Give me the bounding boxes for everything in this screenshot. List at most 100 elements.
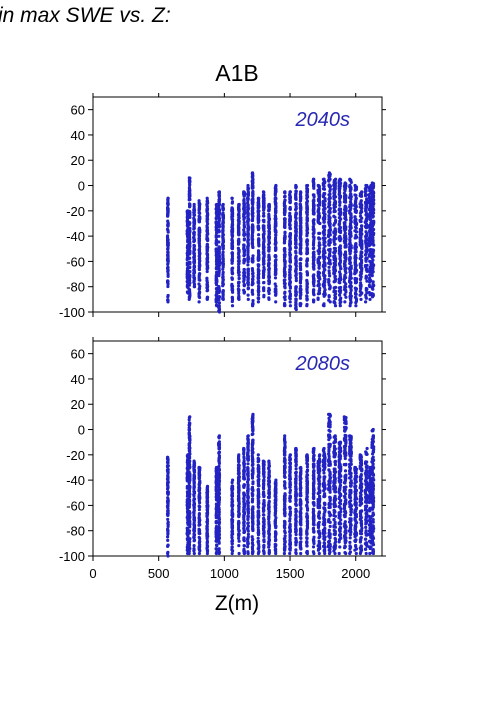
data-point [294, 211, 298, 215]
data-point [197, 211, 201, 215]
data-point [246, 244, 250, 248]
data-point [197, 483, 201, 487]
data-point [217, 222, 221, 227]
data-point [237, 536, 241, 541]
data-point [230, 251, 235, 255]
data-point [333, 293, 337, 297]
data-point [246, 229, 250, 233]
data-point [349, 206, 353, 210]
data-point [343, 253, 347, 257]
data-point [364, 259, 368, 263]
x-tick-label: 500 [148, 566, 170, 581]
data-point [214, 474, 218, 479]
data-point [294, 251, 298, 255]
data-point [230, 548, 234, 552]
data-point [262, 244, 266, 248]
data-point [305, 271, 309, 275]
data-point [217, 230, 221, 234]
data-point [353, 193, 357, 197]
data-point [198, 295, 202, 300]
data-point [312, 207, 316, 211]
data-point [294, 193, 298, 197]
data-point [360, 206, 364, 210]
data-point [288, 236, 292, 240]
data-point [230, 224, 234, 228]
data-point [256, 284, 261, 288]
data-point [343, 196, 347, 200]
data-point [339, 252, 343, 256]
data-point [250, 281, 255, 285]
data-point [187, 256, 191, 260]
data-point [364, 189, 368, 193]
data-point [166, 491, 170, 495]
data-point [327, 271, 331, 275]
data-point [372, 283, 376, 287]
data-point [342, 200, 347, 204]
data-point [372, 191, 376, 195]
data-point [267, 257, 271, 262]
data-point [214, 228, 218, 232]
data-point [187, 466, 191, 470]
data-point [188, 194, 192, 198]
data-point [368, 242, 372, 246]
data-point [206, 222, 210, 226]
data-point [349, 300, 353, 304]
data-point [312, 198, 316, 202]
data-point [282, 247, 286, 251]
data-point [322, 290, 327, 294]
data-point [246, 268, 250, 272]
data-point [205, 237, 209, 241]
data-point [305, 243, 309, 247]
data-point [305, 257, 309, 261]
data-point [246, 205, 250, 209]
data-point [262, 237, 266, 241]
data-point [230, 209, 234, 213]
data-point [188, 213, 192, 217]
data-point [187, 220, 191, 224]
data-point [192, 284, 196, 289]
y-tick-label: -40 [66, 229, 85, 244]
data-point [187, 423, 191, 427]
data-point [343, 255, 347, 260]
data-point [237, 280, 241, 284]
data-point [262, 267, 266, 271]
data-point [317, 220, 321, 224]
data-point [192, 544, 196, 548]
data-point [305, 297, 309, 301]
data-point [359, 263, 363, 267]
data-point [214, 203, 218, 207]
data-point [282, 241, 286, 245]
data-point [197, 272, 202, 276]
data-point [217, 517, 221, 521]
data-point [251, 190, 255, 195]
data-point [192, 532, 196, 536]
data-point [370, 286, 374, 290]
data-point [349, 267, 353, 271]
data-point [343, 267, 347, 271]
data-point [237, 284, 241, 288]
data-point [312, 181, 316, 185]
data-point [305, 247, 310, 251]
data-point [257, 279, 261, 283]
data-point [205, 512, 210, 516]
data-point [166, 532, 170, 536]
data-point [250, 234, 254, 238]
data-point [343, 244, 347, 248]
data-point [217, 266, 221, 271]
data-point [267, 262, 271, 266]
data-point [250, 240, 254, 244]
data-point [221, 289, 225, 293]
data-point [294, 224, 298, 228]
data-point [288, 215, 292, 220]
data-point [197, 214, 201, 218]
data-point [217, 214, 221, 218]
data-point [251, 256, 255, 260]
data-point [348, 211, 352, 215]
data-point [262, 202, 266, 206]
data-point [237, 295, 241, 299]
data-point [205, 486, 209, 490]
data-point [283, 234, 287, 238]
data-point [294, 262, 298, 267]
data-point [311, 298, 316, 302]
data-point [343, 262, 347, 267]
